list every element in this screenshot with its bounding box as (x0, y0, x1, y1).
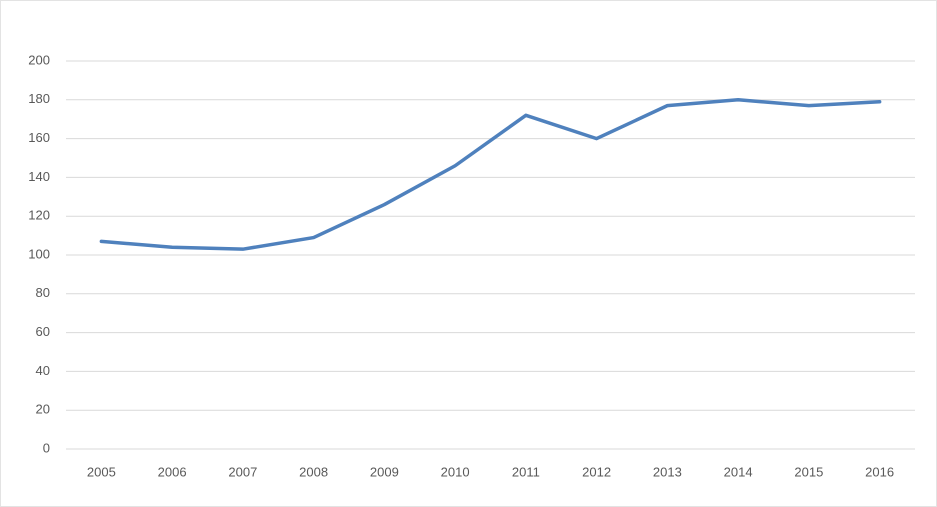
x-tick-label: 2015 (794, 464, 823, 479)
x-tick-label: 2013 (653, 464, 682, 479)
x-tick-label: 2006 (158, 464, 187, 479)
y-tick-label: 80 (36, 285, 50, 300)
y-tick-label: 60 (36, 324, 50, 339)
x-tick-label: 2007 (228, 464, 257, 479)
x-tick-label: 2005 (87, 464, 116, 479)
y-tick-label: 100 (28, 246, 50, 261)
y-tick-label: 20 (36, 402, 50, 417)
x-tick-label: 2014 (724, 464, 753, 479)
y-tick-label: 40 (36, 363, 50, 378)
y-tick-label: 120 (28, 208, 50, 223)
y-tick-label: 200 (28, 52, 50, 67)
y-tick-label: 140 (28, 169, 50, 184)
x-tick-label: 2009 (370, 464, 399, 479)
y-tick-label: 180 (28, 91, 50, 106)
y-tick-label: 160 (28, 130, 50, 145)
x-tick-label: 2016 (865, 464, 894, 479)
x-tick-label: 2008 (299, 464, 328, 479)
x-tick-label: 2011 (512, 464, 540, 479)
x-tick-label: 2010 (441, 464, 470, 479)
y-tick-label: 0 (43, 440, 50, 455)
x-tick-label: 2012 (582, 464, 611, 479)
data-line (99, 98, 882, 251)
